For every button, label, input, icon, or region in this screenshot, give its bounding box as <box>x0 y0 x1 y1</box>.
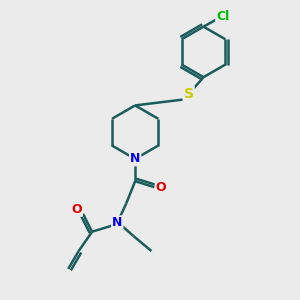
Text: Cl: Cl <box>216 10 230 23</box>
Text: N: N <box>130 152 140 165</box>
Text: S: S <box>184 86 194 100</box>
Text: N: N <box>112 216 122 229</box>
Text: O: O <box>156 181 166 194</box>
Text: O: O <box>71 203 82 216</box>
